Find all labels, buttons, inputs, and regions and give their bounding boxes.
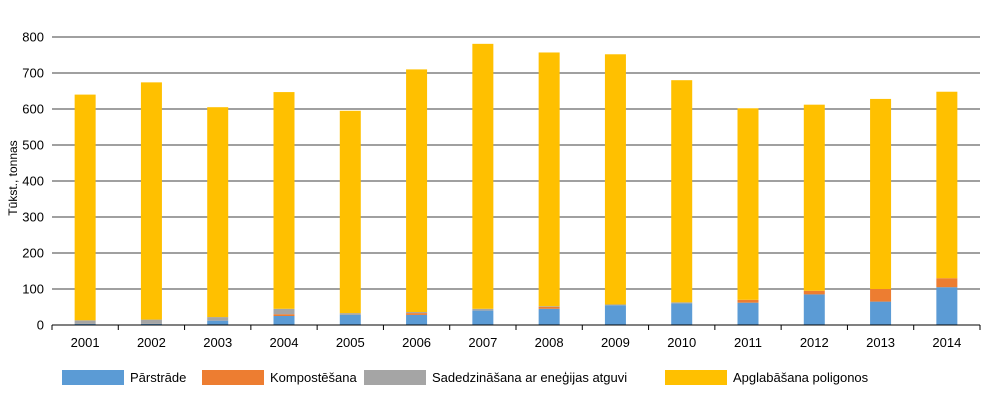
- bar-segment: [538, 306, 560, 307]
- x-tick-label: 2014: [932, 335, 961, 350]
- x-tick-label: 2011: [734, 335, 762, 350]
- gridlines: [52, 36, 980, 290]
- x-tick-label: 2006: [402, 335, 431, 350]
- bar-segment: [472, 310, 494, 325]
- legend-label: Apglabāšana poligonos: [733, 370, 869, 385]
- bar-segment: [803, 294, 825, 325]
- bar-segment: [803, 104, 825, 291]
- legend-label: Sadedzināšana ar eneģijas atguvi: [432, 370, 628, 385]
- bar-segment: [339, 110, 361, 314]
- bar-segment: [207, 320, 229, 325]
- legend-item-parstrade: Pārstrāde: [62, 370, 186, 385]
- bar-segment: [538, 308, 560, 325]
- y-tick-label: 200: [22, 246, 44, 261]
- x-tick-label: 2010: [667, 335, 696, 350]
- bar-segment: [273, 316, 295, 325]
- legend-swatch: [364, 370, 426, 385]
- bar-segment: [538, 52, 560, 307]
- y-tick-label: 500: [22, 138, 44, 153]
- y-tick-label: 600: [22, 102, 44, 117]
- y-axis-label: Tūkst., tonnas: [6, 140, 20, 215]
- y-tick-label: 800: [22, 30, 44, 45]
- bar-segment: [737, 302, 759, 325]
- x-tick-label: 2012: [800, 335, 829, 350]
- bar-segment: [207, 107, 229, 318]
- x-tick-label: 2007: [468, 335, 497, 350]
- y-axis-ticks: 0 100 200 300 400 500 600 700 800: [22, 30, 44, 333]
- x-tick-label: 2002: [137, 335, 166, 350]
- x-tick-label: 2004: [270, 335, 299, 350]
- bar-segment: [604, 305, 626, 325]
- bar-segment: [870, 289, 892, 302]
- y-tick-label: 300: [22, 210, 44, 225]
- legend-swatch: [62, 370, 124, 385]
- bar-segment: [140, 82, 162, 320]
- bar-segment: [604, 54, 626, 305]
- bar-segment: [936, 287, 958, 325]
- bar-segment: [406, 313, 428, 315]
- x-tick-label: 2003: [203, 335, 232, 350]
- bar-segment: [737, 299, 759, 303]
- bar-segment: [140, 323, 162, 325]
- bar-segment: [671, 302, 693, 304]
- x-tick-label: 2001: [71, 335, 100, 350]
- bar-segment: [339, 314, 361, 325]
- bar-segment: [671, 303, 693, 325]
- y-tick-label: 400: [22, 174, 44, 189]
- bar-segment: [74, 323, 96, 325]
- legend: Pārstrāde Kompostēšana Sadedzināšana ar …: [0, 370, 1000, 400]
- bar-segment: [74, 320, 96, 324]
- bar-segment: [472, 43, 494, 309]
- bar-segment: [737, 108, 759, 300]
- y-tick-label: 0: [37, 318, 44, 333]
- bar-segment: [273, 314, 295, 316]
- legend-label: Pārstrāde: [130, 370, 187, 385]
- chart: 0 100 200 300 400 500 600 700 800 Tūkst., tonnas…: [6, 30, 981, 350]
- bar-segment: [273, 308, 295, 315]
- legend-item-apglabasana: Apglabāšana poligonos: [665, 370, 868, 385]
- bar-segment: [671, 80, 693, 303]
- bar-segment: [74, 94, 96, 321]
- bar-segment: [870, 301, 892, 325]
- bar-segment: [339, 313, 361, 315]
- bar-segment: [803, 290, 825, 295]
- bar-segment: [936, 91, 958, 279]
- x-tick-label: 2009: [601, 335, 630, 350]
- bar-segment: [207, 317, 229, 321]
- bars: [74, 43, 958, 325]
- legend-item-sadedzinasana: Sadedzināšana ar eneģijas atguvi: [364, 370, 627, 385]
- bar-segment: [936, 278, 958, 288]
- legend-swatch: [665, 370, 727, 385]
- bar-segment: [538, 307, 560, 309]
- y-tick-label: 100: [22, 282, 44, 297]
- legend-swatch: [202, 370, 264, 385]
- y-tick-label: 700: [22, 66, 44, 81]
- bar-segment: [870, 98, 892, 289]
- x-tick-label: 2013: [866, 335, 895, 350]
- legend-label: Kompostēšana: [270, 370, 357, 385]
- x-axis-ticks: 2001 2002 2003 2004 2005 2006 2007 2008 2009 2010…: [51, 325, 981, 350]
- bar-segment: [604, 304, 626, 306]
- legend-item-kompostesana: Kompostēšana: [202, 370, 357, 385]
- bar-segment: [406, 314, 428, 325]
- bar-segment: [140, 319, 162, 324]
- x-tick-label: 2005: [336, 335, 365, 350]
- bar-segment: [406, 69, 428, 313]
- bar-segment: [406, 312, 428, 314]
- bar-segment: [472, 308, 494, 311]
- bar-segment: [273, 92, 295, 309]
- x-tick-label: 2008: [535, 335, 564, 350]
